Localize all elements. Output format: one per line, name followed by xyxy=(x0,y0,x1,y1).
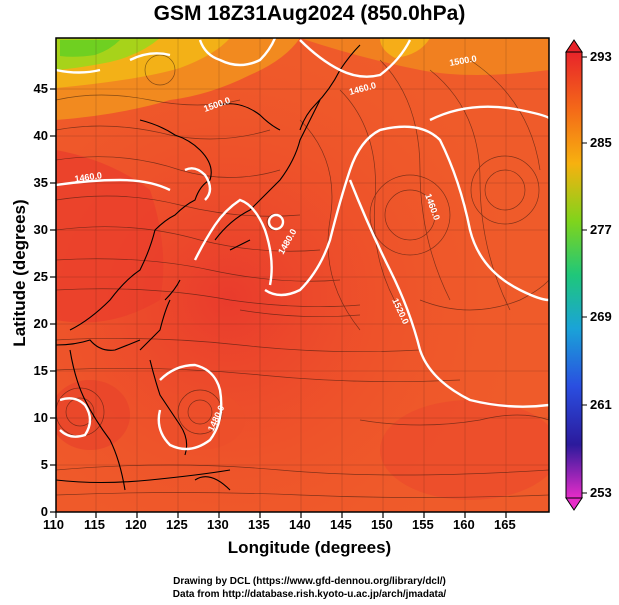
colorbar-tick-label: 285 xyxy=(590,135,612,150)
y-tick-label: 10 xyxy=(33,410,48,425)
temperature-field xyxy=(56,38,549,512)
colorbar-tick-label: 253 xyxy=(590,485,612,500)
colorbar-tick-label: 269 xyxy=(590,309,612,324)
x-tick-label: 150 xyxy=(371,517,393,532)
y-tick-label: 30 xyxy=(33,222,48,237)
x-tick-label: 145 xyxy=(330,517,352,532)
y-tick-label: 20 xyxy=(33,316,48,331)
x-tick-label: 135 xyxy=(248,517,270,532)
credit-data: Data from http://database.rish.kyoto-u.a… xyxy=(172,589,447,600)
colorbar xyxy=(565,39,587,511)
colorbar-tick-label: 261 xyxy=(590,397,612,412)
y-tick-label: 45 xyxy=(33,81,48,96)
x-axis-label: Longitude (degrees) xyxy=(227,538,392,557)
contour-label: 1500.0 xyxy=(449,53,478,68)
coastlines xyxy=(56,44,361,491)
colorbar-tick-label: 277 xyxy=(590,222,612,237)
y-axis-label: Latitude (degrees) xyxy=(10,199,29,347)
colorbar-tick-label: 293 xyxy=(590,49,612,64)
x-tick-label: 110 xyxy=(43,517,64,532)
x-tick-label: 115 xyxy=(84,517,105,532)
y-tick-label: 5 xyxy=(40,457,48,472)
y-tick-label: 0 xyxy=(40,504,48,519)
x-tick-label: 125 xyxy=(166,517,188,532)
chart-title: GSM 18Z31Aug2024 (850.0hPa) xyxy=(153,2,466,25)
geopotential-contours xyxy=(56,38,549,451)
x-tick-label: 140 xyxy=(289,517,311,532)
y-tick-label: 25 xyxy=(33,269,48,284)
contour-label: 1460.0 xyxy=(74,170,103,184)
y-tick-label: 35 xyxy=(33,175,48,190)
x-tick-label: 120 xyxy=(125,517,147,532)
streamlines xyxy=(56,54,549,498)
x-tick-label: 165 xyxy=(494,517,516,532)
x-tick-label: 130 xyxy=(207,517,229,532)
y-tick-label: 40 xyxy=(33,128,48,143)
plot-frame xyxy=(55,37,550,513)
y-tick-label: 15 xyxy=(33,363,48,378)
credit-drawing: Drawing by DCL (https://www.gfd-dennou.o… xyxy=(173,576,446,587)
x-tick-label: 160 xyxy=(453,517,475,532)
x-tick-label: 155 xyxy=(412,517,434,532)
